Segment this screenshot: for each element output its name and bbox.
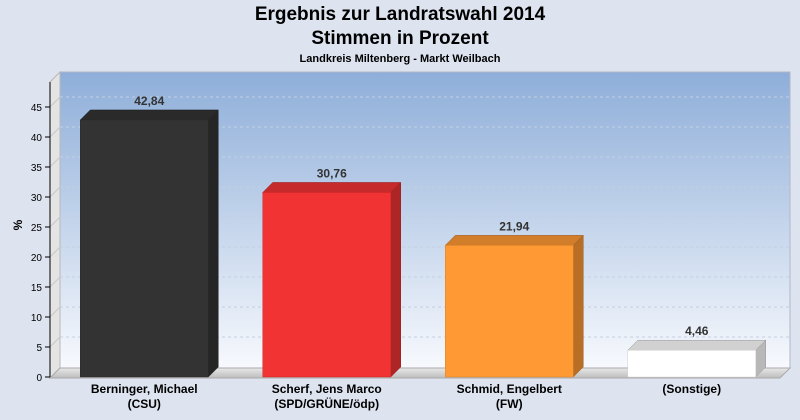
y-tick-label: 20 <box>31 253 43 264</box>
data-label: 30,76 <box>317 166 347 180</box>
bar-front <box>445 245 574 378</box>
bar-front <box>80 119 209 378</box>
gridline-side <box>49 126 61 138</box>
x-category-label: (Sonstige) <box>662 382 721 396</box>
gridline-side <box>49 276 61 288</box>
y-tick-label: 40 <box>31 133 43 144</box>
gridline-side <box>49 246 61 258</box>
bar-top <box>262 182 402 193</box>
gridline-side <box>49 96 61 108</box>
x-category-sublabel: (FW) <box>496 397 523 411</box>
y-tick-label: 5 <box>36 343 42 354</box>
bar-front <box>262 192 391 378</box>
gridline-side <box>49 186 61 198</box>
data-label: 42,84 <box>134 94 164 108</box>
bar <box>79 109 219 378</box>
x-category-sublabel: (CSU) <box>128 397 161 411</box>
plot-floor <box>48 367 792 379</box>
x-category-label: Scherf, Jens Marco <box>272 382 382 396</box>
bar-side <box>208 109 219 378</box>
bar-side <box>390 181 401 378</box>
y-tick-label: 15 <box>31 283 43 294</box>
gridline-side <box>49 156 61 168</box>
bar <box>444 234 584 378</box>
bar <box>262 181 402 378</box>
gridline-side <box>49 306 61 318</box>
bar-side <box>573 234 584 378</box>
bar-front <box>627 349 756 378</box>
x-category-label: Schmid, Engelbert <box>457 382 562 396</box>
bar-top <box>79 109 219 121</box>
chart-subtitle: Landkreis Miltenberg - Markt Weilbach <box>299 53 501 65</box>
gridline-side <box>49 336 61 348</box>
bar-top <box>627 339 767 351</box>
data-label: 4,46 <box>685 324 709 338</box>
chart-title: Ergebnis zur Landratswahl 2014 <box>254 4 546 25</box>
y-tick-label: 45 <box>31 103 43 114</box>
y-tick-label: 35 <box>31 163 43 174</box>
y-tick-label: 25 <box>31 223 43 234</box>
chart-title-line-2: Stimmen in Prozent <box>311 28 489 49</box>
bar <box>627 339 767 378</box>
y-tick-label: 30 <box>31 193 43 204</box>
gridline-side <box>49 216 61 228</box>
x-category-sublabel: (SPD/GRÜNE/ödp) <box>274 396 379 411</box>
data-label: 21,94 <box>499 219 529 233</box>
bar-top <box>444 235 584 246</box>
y-tick-label: 10 <box>31 313 43 324</box>
x-category-label: Berninger, Michael <box>91 382 198 396</box>
y-tick-label: 0 <box>36 373 42 384</box>
y-axis-label: % <box>11 219 25 230</box>
